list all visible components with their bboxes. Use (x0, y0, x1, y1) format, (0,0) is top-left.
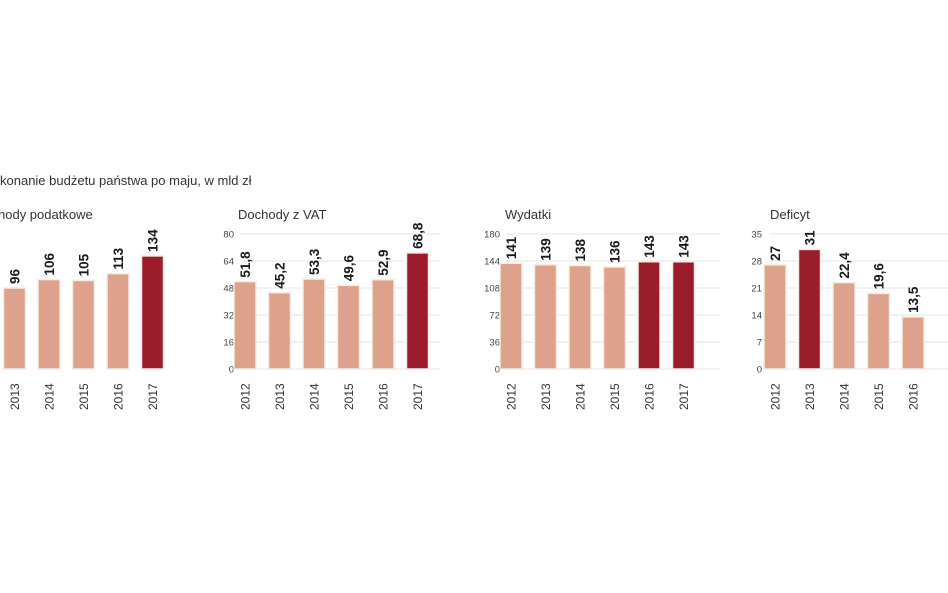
data-label: 105 (77, 253, 92, 276)
data-label: 139 (539, 238, 554, 261)
y-tick-label: 32 (223, 311, 234, 322)
x-tick-label: 2017 (677, 383, 691, 410)
data-label: 22,4 (837, 252, 852, 279)
bar (533, 264, 558, 370)
y-tick-label: 72 (489, 311, 500, 322)
x-tick-label: 2014 (43, 383, 57, 410)
y-tick-label: 14 (751, 311, 762, 322)
y-tick-label: 0 (495, 365, 500, 376)
bar (371, 278, 395, 370)
y-tick-label: 80 (223, 230, 234, 241)
x-tick-label: 2016 (112, 383, 126, 410)
y-tick-label: 21 (751, 284, 762, 295)
chart-podatkowe: hody podatkowe20129620131062014105201511… (0, 207, 165, 410)
data-label: 53,3 (307, 248, 322, 275)
y-tick-label: 28 (751, 257, 762, 268)
data-label: 31 (803, 230, 818, 246)
chart-wydatki: Wydatki 0 36 72 108 144 180 141 2012 139 2013 138 20… (484, 207, 720, 410)
bar (106, 272, 130, 370)
bar (797, 248, 822, 370)
bar (832, 281, 856, 370)
data-label: 45,2 (273, 262, 288, 288)
data-label: 19,6 (872, 263, 887, 290)
bar (866, 292, 891, 370)
y-tick-label: 0 (757, 365, 762, 376)
data-label: 51,8 (238, 251, 253, 278)
y-tick-label: 48 (223, 284, 234, 295)
data-label: 136 (608, 240, 623, 263)
x-tick-label: 2012 (239, 383, 253, 410)
x-tick-label: 2017 (411, 383, 425, 410)
x-tick-label: 2017 (146, 383, 160, 410)
x-tick-label: 2015 (77, 383, 91, 410)
bar (302, 278, 326, 370)
y-tick-label: 180 (484, 230, 500, 241)
y-tick-label: 108 (484, 284, 500, 295)
x-tick-label: 2012 (505, 383, 519, 410)
x-tick-label: 2015 (342, 383, 356, 410)
bar (71, 279, 96, 370)
data-label: 49,6 (342, 255, 357, 282)
data-label: 141 (504, 236, 519, 259)
bar (140, 255, 165, 370)
y-tick-label: 0 (229, 365, 234, 376)
chart-vat: Dochody z VAT 0 16 32 48 64 80 51,8 2012 45,2 2013… (223, 207, 440, 410)
data-label: 96 (8, 268, 23, 284)
chart-title: Deficyt (770, 207, 810, 222)
data-label: 138 (573, 238, 588, 261)
bar (671, 261, 696, 370)
bar (763, 264, 787, 370)
x-tick-label: 2013 (273, 383, 287, 410)
x-tick-label: 2013 (539, 383, 553, 410)
data-label: 13,5 (906, 286, 921, 313)
x-tick-label: 2015 (608, 383, 622, 410)
x-tick-label: 2013 (8, 383, 22, 410)
chart-title: hody podatkowe (0, 207, 93, 222)
x-tick-label: 2016 (907, 383, 921, 410)
chart-deficyt: Deficyt 0 7 14 21 28 35 27 2012 31 2013 22,4 2014 19,… (751, 207, 948, 410)
bar (37, 278, 61, 370)
data-label: 143 (642, 235, 657, 258)
bar (602, 266, 627, 370)
x-tick-label: 2014 (574, 383, 588, 410)
data-label: 68,8 (411, 222, 426, 249)
y-tick-label: 144 (484, 257, 500, 268)
bar (336, 284, 361, 370)
x-tick-label: 2015 (872, 383, 886, 410)
data-label: 134 (146, 229, 161, 252)
y-tick-label: 64 (223, 257, 234, 268)
bar (405, 252, 430, 370)
data-label: 106 (42, 253, 57, 276)
bar (637, 261, 661, 370)
bar (901, 316, 925, 370)
data-label: 113 (111, 247, 126, 269)
x-tick-label: 2016 (377, 383, 391, 410)
data-label: 143 (677, 235, 692, 258)
x-tick-label: 2013 (803, 383, 817, 410)
main-title: konanie budżetu państwa po maju, w mld z… (0, 173, 252, 188)
y-tick-label: 35 (751, 230, 762, 241)
y-tick-label: 7 (757, 338, 762, 349)
bar (2, 287, 27, 370)
chart-title: Wydatki (505, 207, 551, 222)
data-label: 27 (768, 246, 783, 261)
x-tick-label: 2014 (838, 383, 852, 410)
chart-title: Dochody z VAT (238, 207, 326, 222)
x-tick-label: 2012 (769, 383, 783, 410)
bar (267, 291, 292, 370)
bar (233, 280, 257, 370)
y-tick-label: 16 (223, 338, 234, 349)
x-tick-label: 2016 (643, 383, 657, 410)
bar (568, 264, 592, 370)
data-label: 52,9 (376, 249, 391, 275)
y-tick-label: 36 (489, 338, 500, 349)
bar (499, 262, 523, 370)
x-tick-label: 2014 (308, 383, 322, 410)
